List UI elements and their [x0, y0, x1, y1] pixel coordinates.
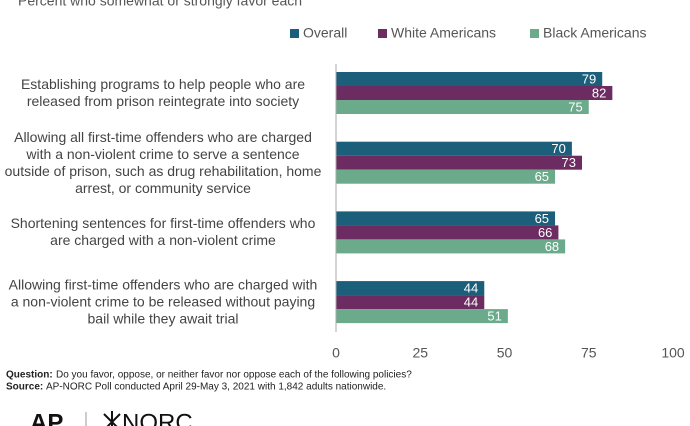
value-label: 44 — [464, 281, 478, 296]
bar — [336, 141, 572, 156]
x-tick-label: 0 — [332, 345, 340, 361]
value-label: 65 — [535, 169, 549, 184]
x-tick-label: 50 — [497, 345, 513, 361]
value-label: 65 — [535, 211, 549, 226]
bar — [336, 309, 508, 324]
bar — [336, 100, 589, 114]
value-label: 82 — [592, 85, 606, 100]
category-label: Establishing programs to help people who… — [20, 76, 306, 109]
question-label: Question: — [6, 370, 53, 381]
bar — [336, 155, 583, 170]
bar — [336, 239, 566, 254]
legend-swatch — [378, 29, 387, 38]
x-tick-label: 25 — [412, 345, 428, 361]
value-label: 68 — [545, 239, 559, 254]
legend-label: Black Americans — [543, 25, 646, 41]
category-label: Shortening sentences for first-time offe… — [10, 215, 316, 249]
source-label: Source: — [6, 382, 43, 393]
norc-mark — [103, 411, 121, 426]
value-label: 79 — [582, 71, 596, 86]
x-tick-label: 100 — [661, 345, 685, 361]
value-label: 51 — [487, 309, 501, 324]
norc-logo: NORC — [122, 409, 193, 426]
value-label: 44 — [464, 295, 478, 310]
legend-label: Overall — [303, 25, 347, 41]
category-label: Allowing all first-time offenders who ar… — [4, 128, 322, 196]
category-label: Allowing first-time offenders who are ch… — [8, 276, 318, 327]
bar — [336, 169, 556, 184]
value-label: 75 — [568, 99, 582, 114]
bar — [336, 86, 613, 100]
value-label: 66 — [538, 225, 552, 240]
bar — [336, 211, 556, 226]
legend-label: White Americans — [391, 25, 496, 41]
ap-logo: AP — [30, 409, 63, 426]
legend-swatch — [290, 29, 299, 38]
x-tick-label: 75 — [581, 345, 597, 361]
bar — [336, 295, 485, 310]
value-label: 73 — [562, 155, 576, 170]
value-label: 70 — [551, 141, 565, 156]
source-text: AP-NORC Poll conducted April 29-May 3, 2… — [46, 382, 386, 393]
question-text: Do you favor, oppose, or neither favor n… — [56, 370, 412, 381]
bar — [336, 281, 485, 296]
chart-subtitle: Percent who somewhat or strongly favor e… — [18, 0, 302, 9]
bar — [336, 225, 559, 240]
bar — [336, 72, 603, 86]
legend-swatch — [530, 29, 539, 38]
